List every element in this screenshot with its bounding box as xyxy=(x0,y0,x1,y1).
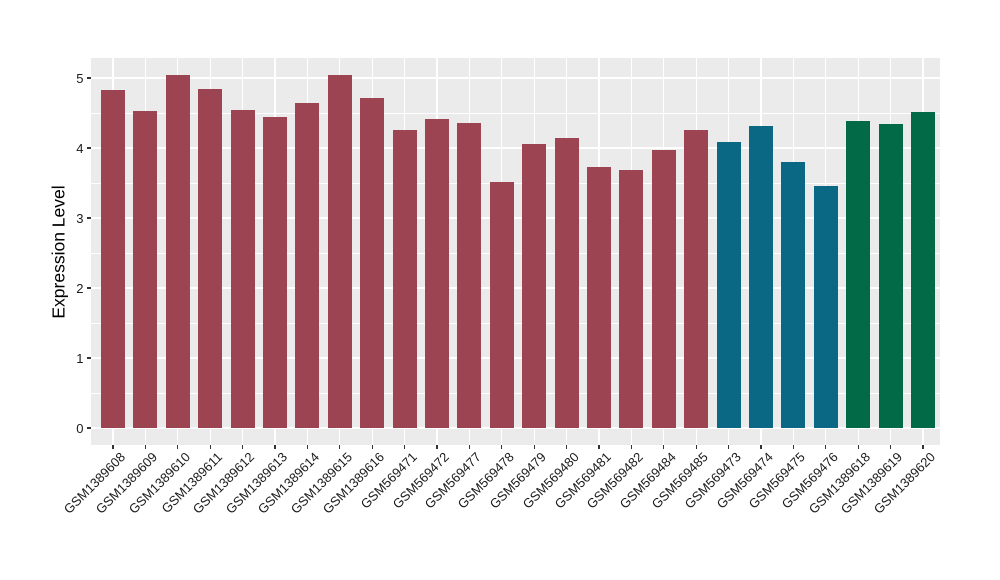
x-axis-tick xyxy=(339,444,341,449)
x-axis-tick xyxy=(403,444,406,449)
x-tick-label: GSM1389615 xyxy=(287,449,355,517)
x-tick-label: GSM569480 xyxy=(519,449,582,512)
x-axis-tick xyxy=(663,444,665,449)
x-tick-label: GSM569484 xyxy=(616,449,679,512)
x-tick-label: GSM1389609 xyxy=(92,449,161,517)
x-axis-tick xyxy=(598,444,600,449)
x-axis-tick xyxy=(177,444,179,449)
x-tick-label: GSM1389614 xyxy=(254,449,323,517)
x-axis-tick xyxy=(792,444,795,449)
x-tick-label: GSM1389620 xyxy=(870,449,938,517)
x-axis-tick xyxy=(209,444,211,449)
x-tick-label: GSM1389611 xyxy=(158,449,226,516)
y-tick-label: 2 xyxy=(76,280,84,296)
x-axis-tick xyxy=(760,444,762,449)
x-axis-tick xyxy=(533,444,535,449)
y-tick-label: 5 xyxy=(76,70,84,86)
x-tick-label: GSM1389613 xyxy=(222,449,290,517)
x-axis-tick xyxy=(144,444,147,449)
x-axis-tick xyxy=(695,444,697,449)
x-axis-tick xyxy=(857,444,859,449)
x-axis-tick xyxy=(274,444,276,449)
x-tick-label: GSM1389608 xyxy=(60,449,128,517)
x-axis-tick xyxy=(371,444,373,449)
x-tick-label: GSM569482 xyxy=(584,449,647,512)
y-tick-label: 4 xyxy=(76,140,84,156)
x-axis-tick xyxy=(241,444,244,449)
x-tick-label: GSM569485 xyxy=(648,449,712,512)
x-tick-label: GSM1389610 xyxy=(125,449,193,517)
x-tick-label: GSM1389619 xyxy=(838,449,906,517)
x-axis-tick xyxy=(501,444,503,449)
y-tick-label: 1 xyxy=(76,350,84,366)
x-axis-tick xyxy=(112,444,114,449)
x-axis-tick xyxy=(922,444,924,449)
x-tick-label: GSM569478 xyxy=(454,449,517,512)
x-tick-label: GSM569475 xyxy=(746,449,809,512)
x-tick-label: GSM569479 xyxy=(486,449,550,512)
x-axis-tick xyxy=(436,444,438,449)
x-tick-label: GSM1389616 xyxy=(319,449,388,517)
x-tick-label: GSM569473 xyxy=(681,449,744,512)
y-tick-label: 0 xyxy=(76,420,84,436)
x-tick-label: GSM569472 xyxy=(389,449,452,512)
x-tick-label: GSM569477 xyxy=(422,449,485,512)
y-tick-label: 3 xyxy=(76,210,84,226)
x-axis-tick xyxy=(727,444,730,449)
x-axis-tick xyxy=(825,444,827,449)
x-axis-tick xyxy=(630,444,633,449)
plot-panel xyxy=(90,57,940,445)
x-tick-label: GSM569476 xyxy=(778,449,841,512)
x-tick-label: GSM569481 xyxy=(551,449,614,512)
x-axis-tick xyxy=(565,444,568,449)
y-axis-title: Expression Level xyxy=(48,185,69,319)
x-tick-label: GSM1389618 xyxy=(805,449,874,517)
x-axis-tick xyxy=(468,444,471,449)
x-tick-label: GSM1389612 xyxy=(190,449,258,517)
x-tick-label: GSM569471 xyxy=(357,449,420,512)
x-tick-label: GSM569474 xyxy=(713,449,776,512)
x-axis-tick xyxy=(306,444,309,449)
x-axis-tick xyxy=(889,444,892,449)
